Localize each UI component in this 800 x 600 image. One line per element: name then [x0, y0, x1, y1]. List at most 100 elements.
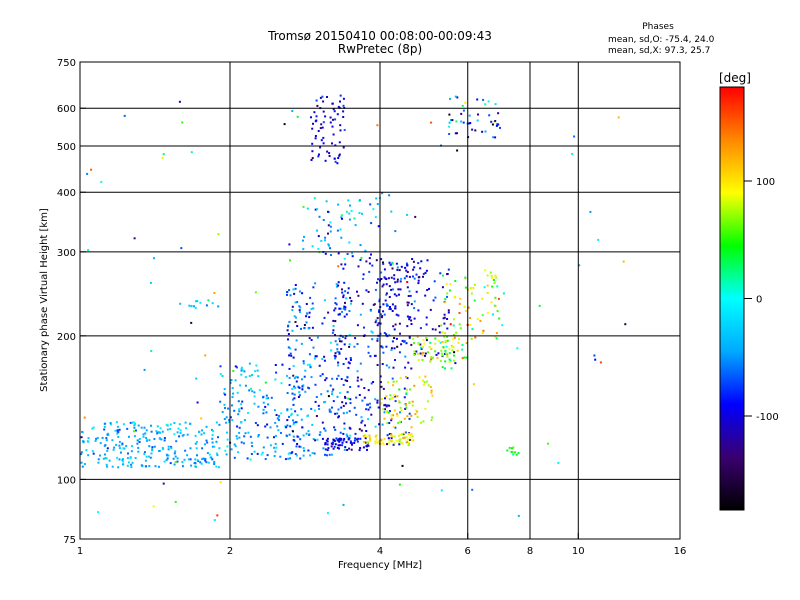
data-point: [217, 305, 220, 308]
data-point: [415, 290, 418, 293]
data-point: [384, 408, 386, 411]
data-point: [334, 352, 337, 355]
data-point: [390, 419, 393, 422]
data-point: [413, 277, 416, 280]
data-point: [337, 281, 340, 284]
data-point: [329, 230, 332, 233]
data-point: [346, 391, 349, 394]
data-point: [390, 349, 393, 351]
data-point: [345, 433, 348, 436]
data-point: [439, 272, 442, 275]
data-point: [151, 446, 154, 449]
data-point: [386, 443, 388, 446]
data-point: [174, 500, 177, 503]
data-point: [294, 284, 297, 286]
data-point: [262, 408, 265, 411]
data-point: [310, 407, 313, 410]
data-point: [406, 286, 409, 289]
data-point: [184, 449, 187, 452]
data-point: [80, 453, 83, 456]
data-point: [386, 304, 389, 307]
data-point: [344, 263, 347, 266]
data-point: [359, 313, 362, 316]
data-point: [341, 444, 344, 447]
data-point: [257, 375, 260, 378]
data-point: [316, 336, 319, 339]
data-point: [481, 130, 484, 133]
data-point: [173, 422, 176, 424]
data-point: [369, 406, 372, 409]
data-point: [298, 386, 301, 389]
data-point: [414, 409, 417, 412]
data-point: [105, 457, 108, 460]
data-point: [398, 483, 401, 486]
data-point: [488, 114, 491, 117]
data-point: [444, 350, 447, 353]
data-point: [398, 351, 401, 354]
data-point: [454, 132, 457, 135]
data-point: [250, 453, 253, 455]
data-point: [363, 387, 366, 389]
data-point: [133, 421, 136, 424]
data-point: [379, 375, 382, 378]
data-point: [286, 291, 289, 293]
data-point: [199, 301, 202, 304]
data-point: [137, 424, 140, 427]
data-point: [421, 346, 424, 348]
data-point: [453, 351, 456, 354]
data-point: [374, 321, 377, 324]
data-point: [406, 213, 409, 216]
data-point: [342, 294, 345, 297]
data-point: [455, 120, 458, 123]
data-point: [392, 396, 395, 399]
data-point: [339, 100, 341, 103]
data-point: [425, 269, 428, 272]
data-point: [150, 350, 153, 352]
data-point: [471, 128, 474, 131]
data-point: [366, 448, 368, 451]
data-point: [362, 273, 365, 276]
x-axis-ticks: 1 2 4 6 8 10 16: [77, 533, 686, 557]
data-point: [226, 445, 229, 448]
data-point: [383, 268, 386, 271]
data-point: [429, 341, 432, 344]
data-point: [496, 310, 499, 313]
data-point: [148, 445, 151, 448]
data-point: [299, 306, 302, 309]
data-point: [449, 97, 451, 100]
data-point: [447, 268, 450, 271]
data-point: [390, 276, 393, 279]
data-point: [341, 401, 344, 404]
data-point: [240, 441, 243, 444]
data-point: [128, 435, 130, 438]
data-point: [336, 285, 339, 288]
data-point: [415, 350, 418, 353]
data-point: [329, 341, 332, 344]
data-point: [404, 266, 407, 269]
data-point: [511, 447, 513, 450]
data-point: [322, 100, 325, 103]
data-point: [254, 422, 257, 424]
data-point: [211, 441, 214, 444]
data-point: [468, 122, 471, 125]
data-point: [408, 318, 411, 321]
data-point: [440, 324, 443, 327]
data-point: [451, 119, 454, 122]
data-point: [294, 321, 297, 323]
data-point: [385, 345, 388, 348]
data-point: [298, 391, 301, 394]
data-point: [390, 417, 393, 420]
data-point: [293, 292, 296, 295]
data-point: [349, 427, 352, 430]
data-point: [392, 443, 395, 446]
data-point: [292, 288, 295, 291]
data-point: [223, 418, 226, 420]
data-point: [382, 283, 385, 286]
data-point: [441, 341, 444, 343]
data-point: [369, 438, 372, 441]
data-point: [290, 354, 293, 357]
data-point: [174, 450, 177, 453]
data-point: [115, 443, 118, 446]
data-point: [384, 397, 386, 400]
data-point: [218, 423, 221, 426]
